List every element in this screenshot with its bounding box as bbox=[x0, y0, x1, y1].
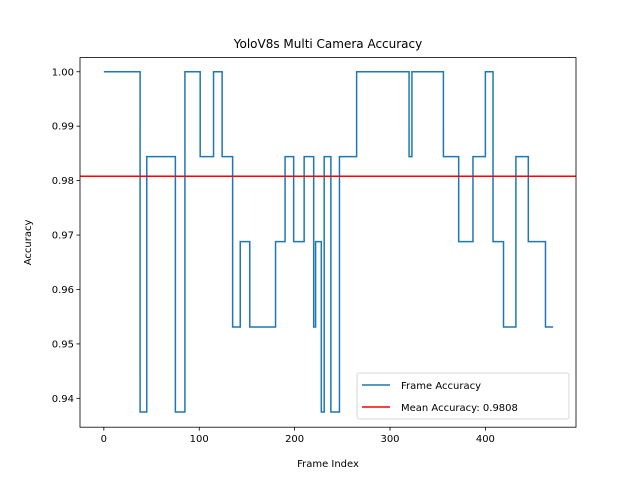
legend: Frame Accuracy Mean Accuracy: 0.9808 bbox=[356, 372, 570, 420]
y-tick-label: 0.97 bbox=[52, 231, 74, 242]
y-tick-label: 0.99 bbox=[52, 122, 74, 133]
y-tick-label: 0.94 bbox=[52, 394, 74, 405]
plot-area: 0 100 200 300 400 0.94 0.95 0.96 0.97 0.98 0.99 1.0… bbox=[52, 57, 577, 445]
legend-label: Frame Accuracy bbox=[401, 381, 481, 392]
y-tick-label: 0.96 bbox=[52, 285, 74, 296]
series-frame-accuracy-line bbox=[103, 71, 554, 413]
x-tick-label: 0 bbox=[101, 434, 107, 445]
x-tick-label: 400 bbox=[476, 434, 495, 445]
legend-box bbox=[356, 372, 570, 420]
x-tick-label: 100 bbox=[190, 434, 209, 445]
y-tick-label: 0.98 bbox=[52, 176, 74, 187]
series-layer bbox=[80, 71, 576, 413]
x-axis-label: Frame Index bbox=[297, 459, 359, 470]
y-axis-label: Accuracy bbox=[23, 219, 34, 265]
x-tick-label: 300 bbox=[380, 434, 399, 445]
y-tick-label: 1.00 bbox=[52, 67, 74, 78]
y-tick-label: 0.95 bbox=[52, 339, 74, 350]
axes-frame bbox=[79, 57, 577, 428]
x-tick-label: 200 bbox=[285, 434, 304, 445]
legend-label: Mean Accuracy: 0.9808 bbox=[401, 403, 518, 414]
chart-title: YoloV8s Multi Camera Accuracy bbox=[233, 37, 423, 51]
